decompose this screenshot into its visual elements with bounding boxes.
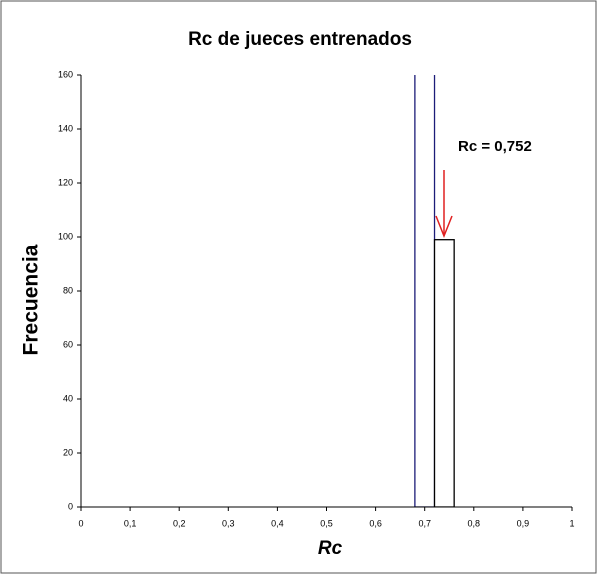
x-tick-label: 0,6 xyxy=(369,518,382,528)
x-tick-label: 0,7 xyxy=(418,518,431,528)
y-tick-label: 160 xyxy=(58,69,73,79)
y-tick-label: 0 xyxy=(68,501,73,511)
x-tick-label: 0,8 xyxy=(468,518,481,528)
y-tick-label: 140 xyxy=(58,123,73,133)
chart-title: Rc de jueces entrenados xyxy=(188,29,412,50)
x-tick-label: 0,9 xyxy=(517,518,530,528)
annotation: Rc = 0,752 xyxy=(458,138,532,155)
x-tick-label: 0,1 xyxy=(124,518,137,528)
histogram-bar xyxy=(414,75,436,507)
x-tick-label: 0,4 xyxy=(271,518,284,528)
y-tick-label: 120 xyxy=(58,177,73,187)
y-tick-label: 100 xyxy=(58,231,73,241)
x-tick-label: 0 xyxy=(78,518,83,528)
histogram-bar xyxy=(433,239,455,507)
x-tick-label: 0,2 xyxy=(173,518,186,528)
y-tick-label: 20 xyxy=(63,447,73,457)
y-axis-label: Frecuencia xyxy=(20,244,43,355)
y-tick-label: 60 xyxy=(63,339,73,349)
x-tick-label: 0,3 xyxy=(222,518,235,528)
y-tick-label: 80 xyxy=(63,285,73,295)
y-tick-label: 40 xyxy=(63,393,73,403)
x-tick-label: 0,5 xyxy=(320,518,333,528)
annotation-arrowhead xyxy=(435,215,453,239)
x-tick-label: 1 xyxy=(569,518,574,528)
x-axis-label: Rc xyxy=(318,538,343,559)
